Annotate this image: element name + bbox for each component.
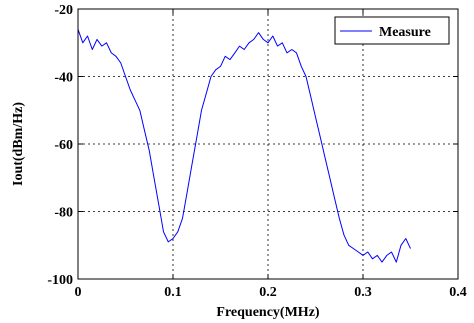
x-tick-label: 0.1 <box>164 285 182 300</box>
y-axis-title: Iout(dBm/Hz) <box>11 102 26 186</box>
legend-label: Measure <box>379 25 431 40</box>
x-tick-label: 0 <box>75 285 82 300</box>
series-line-1 <box>77 29 411 263</box>
tick-labels: 0 0.1 0.2 0.3 0.4 -100 -80 -60 -40 -20 <box>47 3 466 300</box>
y-tick-label: -40 <box>54 71 73 86</box>
y-tick-label: -100 <box>47 273 73 288</box>
y-tick-label: -20 <box>54 3 73 18</box>
x-axis-title: Frequency(MHz) <box>216 305 319 320</box>
grid <box>78 9 458 279</box>
y-tick-label: -60 <box>54 138 73 153</box>
ticks <box>77 8 459 280</box>
x-tick-label: 0.4 <box>449 285 467 300</box>
series-layer <box>77 29 411 263</box>
y-tick-label: -80 <box>54 206 73 221</box>
x-tick-label: 0.3 <box>354 285 372 300</box>
legend: Measure <box>334 16 450 45</box>
x-tick-label: 0.2 <box>259 285 277 300</box>
